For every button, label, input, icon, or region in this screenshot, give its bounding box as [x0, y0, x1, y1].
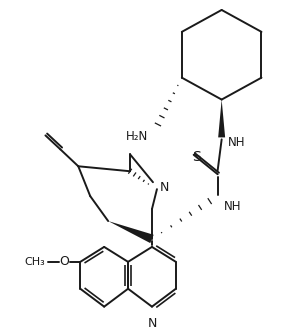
Text: S: S [192, 150, 201, 164]
Text: NH: NH [228, 136, 245, 149]
Text: O: O [59, 255, 69, 268]
Text: N: N [160, 181, 169, 194]
Polygon shape [108, 221, 154, 243]
Text: N: N [147, 317, 157, 330]
Text: CH₃: CH₃ [24, 257, 45, 267]
Polygon shape [218, 100, 225, 138]
Text: H₂N: H₂N [126, 131, 148, 144]
Text: NH: NH [224, 199, 241, 212]
